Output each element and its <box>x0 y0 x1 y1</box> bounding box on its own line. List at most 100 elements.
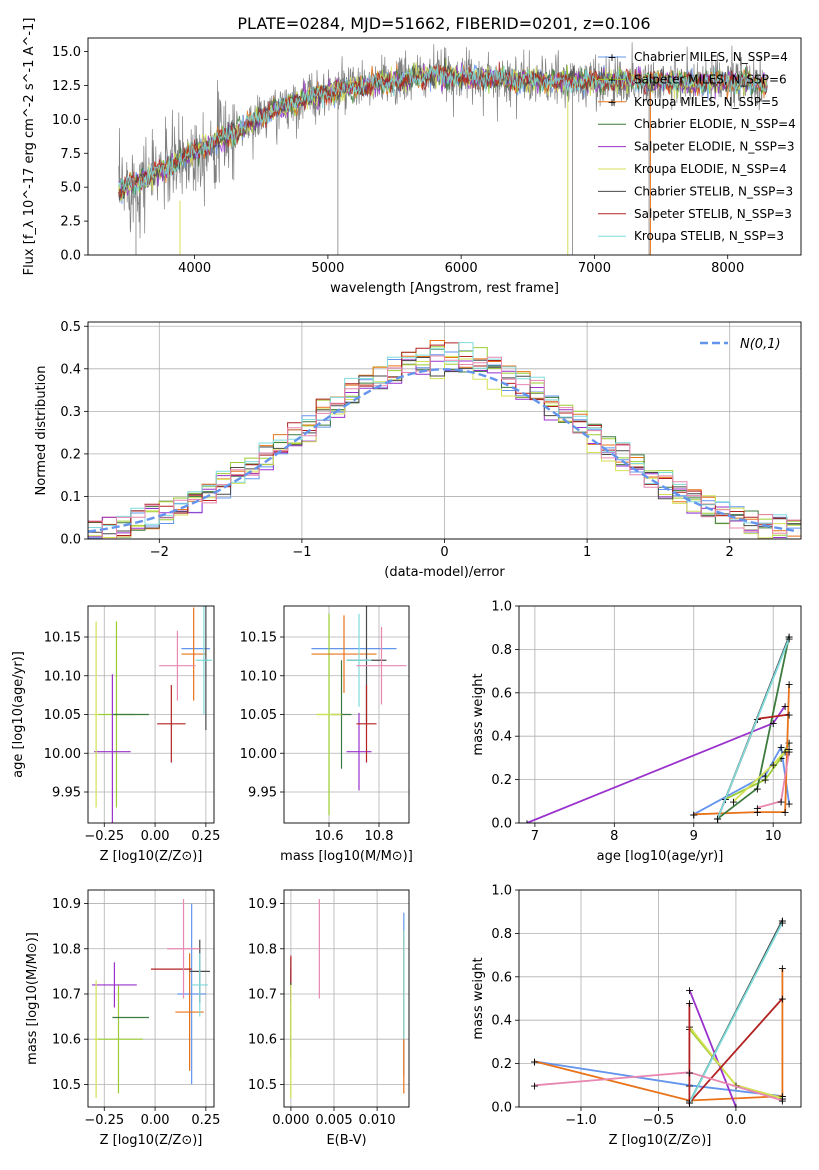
weight-marker: + <box>729 795 738 808</box>
y-tick-label: 0.3 <box>60 405 81 420</box>
weight-marker: + <box>784 678 793 691</box>
y-tick-label: 12.5 <box>52 79 81 94</box>
weight-marker: + <box>784 797 793 810</box>
y-tick-label: 10.8 <box>248 942 277 957</box>
spectrum-lines <box>118 42 768 255</box>
age_vs_Z-frame <box>87 605 215 824</box>
x-tick-label: 0.010 <box>358 1113 395 1128</box>
mass_vs_Z-frame <box>87 889 215 1108</box>
x-tick-label: 0.25 <box>191 829 220 844</box>
weight-marker: + <box>769 758 778 771</box>
x-tick-label: 6000 <box>445 261 478 276</box>
residuals-legend: N(0,1) <box>700 337 781 352</box>
x-tick-label: 1 <box>583 545 591 560</box>
weight-marker: + <box>761 774 770 787</box>
weight-line <box>688 989 737 1107</box>
gaussian-curve <box>88 368 799 533</box>
y-tick-label: 0.4 <box>491 730 512 745</box>
x-tick-label: 0.00 <box>141 829 170 844</box>
histograms <box>88 340 801 539</box>
weight-marker: + <box>778 1090 787 1103</box>
y-axis-label: mass weight <box>471 673 486 755</box>
axes-age_vs_mass: 10.6 10.8 9.95 10.00 10.05 10.10 10.15 mass [lo… <box>240 606 413 864</box>
y-tick-label: 0.0 <box>60 533 81 548</box>
y-tick-label: 7.5 <box>60 147 81 162</box>
weight-marker: + <box>685 1097 694 1110</box>
weight-line <box>732 748 790 802</box>
age_vs_mass-frame <box>283 605 410 824</box>
legend-label: Kroupa STELIB, N_SSP=3 <box>634 229 784 243</box>
weight-marker: + <box>784 630 793 643</box>
x-tick-label: 8 <box>610 829 618 844</box>
y-tick-label: 5.0 <box>60 181 81 196</box>
y-tick-label: 10.05 <box>44 708 81 723</box>
weight-marker: + <box>753 802 762 815</box>
legend-label: Salpeter STELIB, N_SSP=3 <box>634 207 792 221</box>
weight-marker: + <box>778 1094 787 1107</box>
axes-mass_vs_Z: −0.25 0.00 0.25 10.5 10.6 10.7 10.8 10.9 Z [log1… <box>25 890 220 1148</box>
x-tick-label: 2 <box>726 545 734 560</box>
y-tick-label: 9.95 <box>52 786 81 801</box>
y-axis-label: mass [log10(M/M⊙)] <box>25 932 40 1065</box>
y-tick-label: 1.0 <box>491 600 512 615</box>
legend-label: Chabrier ELODIE, N_SSP=4 <box>634 117 796 131</box>
x-tick-label: 0 <box>440 545 448 560</box>
x-tick-label: 0.0 <box>726 1113 747 1128</box>
y-tick-label: 10.6 <box>248 1033 277 1048</box>
weight-marker: + <box>522 817 531 830</box>
weight_vs_Z-frame <box>518 889 802 1108</box>
y-tick-label: 0.5 <box>60 320 81 335</box>
legend-label: N(0,1) <box>740 337 781 352</box>
x-tick-label: 7000 <box>578 261 611 276</box>
errorbars-mass_vs_EBV <box>290 899 405 1098</box>
y-axis-label: mass weight <box>471 957 486 1039</box>
x-tick-label: −0.5 <box>643 1113 675 1128</box>
legend-label: Kroupa ELODIE, N_SSP=4 <box>634 162 787 176</box>
weight-line <box>688 922 784 1104</box>
y-tick-label: 15.0 <box>52 45 81 60</box>
x-axis-label: wavelength [Angstrom, rest frame] <box>330 281 559 296</box>
y-axis-label: Flux [f_λ 10^-17 erg cm^-2 s^-1 A^-1] <box>22 18 37 276</box>
weight-marker: + <box>784 743 793 756</box>
x-tick-label: −0.25 <box>84 829 124 844</box>
axes-mass_vs_EBV: 0.000 0.005 0.010 10.5 10.6 10.7 10.8 10.9 E(B-V… <box>248 890 409 1148</box>
weight-marker: + <box>784 745 793 758</box>
legend-label: Salpeter ELODIE, N_SSP=3 <box>634 140 795 154</box>
y-axis-label: Normed distribution <box>34 366 49 496</box>
legend-label: Salpeter MILES, N_SSP=6 <box>634 72 787 86</box>
weight-line <box>716 638 790 820</box>
weight-line <box>757 751 790 809</box>
y-tick-label: 0.2 <box>491 773 512 788</box>
x-axis-label: E(B-V) <box>326 1133 366 1148</box>
x-tick-label: 10.8 <box>365 829 394 844</box>
weight-marker: + <box>778 917 787 930</box>
y-tick-label: 0.8 <box>491 643 512 658</box>
x-tick-label: 0.005 <box>315 1113 352 1128</box>
y-tick-label: 10.6 <box>52 1033 81 1048</box>
y-tick-label: 10.7 <box>248 987 277 1002</box>
weight-line <box>534 1071 783 1102</box>
weight-marker: + <box>781 745 790 758</box>
weight-marker: + <box>685 984 694 997</box>
weight-marker: + <box>778 1092 787 1105</box>
y-tick-label: 10.8 <box>52 942 81 957</box>
weight-marker: + <box>784 633 793 646</box>
y-tick-label: 0.0 <box>491 1101 512 1116</box>
y-tick-label: 0.0 <box>491 817 512 832</box>
histogram-line <box>88 355 801 539</box>
axes-residuals: −2 −1 0 1 2 0.0 0.1 0.2 0.3 0.4 0.5 (data-model)/er… <box>34 320 801 580</box>
weight-marker: + <box>685 1066 694 1079</box>
weight-marker: + <box>777 795 786 808</box>
legend-label: Chabrier STELIB, N_SSP=3 <box>634 184 793 198</box>
x-tick-label: −2 <box>150 545 169 560</box>
x-tick-label: 0.000 <box>272 1113 309 1128</box>
x-tick-label: 0.00 <box>141 1113 170 1128</box>
x-axis-label: mass [log10(M/M⊙)] <box>280 849 413 864</box>
legend-label: Chabrier MILES, N_SSP=4 <box>634 50 788 64</box>
weight-line <box>526 705 786 823</box>
weights-weight_vs_Z: ++++++++ +++++++++++++++++++ <box>530 914 787 1110</box>
weight-marker: + <box>778 914 787 927</box>
legend-marker: + <box>607 96 616 109</box>
axes-weight_vs_age: 7 8 9 10 0.0 0.2 0.4 0.6 0.8 1.0 age [log10(age/yr… <box>471 600 801 864</box>
weight-marker: + <box>753 782 762 795</box>
